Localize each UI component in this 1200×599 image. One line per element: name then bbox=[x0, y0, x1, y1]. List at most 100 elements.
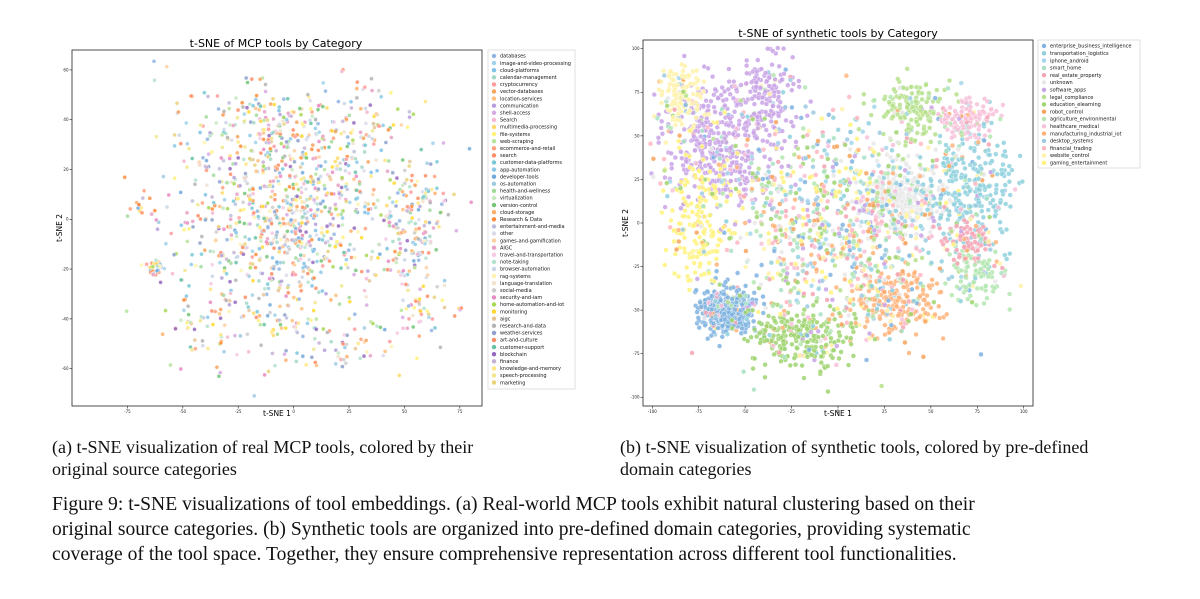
scatter-point bbox=[306, 257, 312, 262]
scatter-point bbox=[256, 296, 262, 301]
scatter-point bbox=[292, 159, 297, 164]
legend-swatch bbox=[491, 160, 497, 165]
scatter-point bbox=[958, 80, 964, 86]
scatter-point bbox=[926, 90, 932, 96]
scatter-point bbox=[940, 187, 946, 193]
scatter-point bbox=[679, 73, 685, 79]
scatter-point bbox=[770, 48, 776, 54]
scatter-point bbox=[682, 235, 688, 241]
scatter-point bbox=[182, 227, 187, 232]
scatter-point bbox=[235, 150, 240, 156]
scatter-point bbox=[257, 132, 263, 137]
scatter-point bbox=[982, 246, 988, 252]
scatter-point bbox=[161, 174, 166, 179]
scatter-point bbox=[252, 393, 257, 399]
scatter-point bbox=[141, 188, 147, 193]
scatter-point bbox=[756, 320, 762, 326]
scatter-point bbox=[289, 114, 294, 119]
scatter-point bbox=[266, 140, 272, 145]
scatter-point bbox=[903, 201, 909, 207]
scatter-point bbox=[420, 189, 425, 194]
scatter-point bbox=[394, 199, 399, 204]
scatter-point bbox=[1002, 182, 1008, 188]
scatter-point bbox=[699, 174, 705, 180]
scatter-point bbox=[833, 156, 839, 163]
scatter-point bbox=[779, 175, 785, 181]
scatter-point bbox=[274, 259, 280, 265]
scatter-point bbox=[659, 131, 665, 137]
scatter-point bbox=[913, 187, 919, 194]
scatter-point bbox=[324, 105, 330, 111]
scatter-point bbox=[838, 196, 844, 202]
scatter-point bbox=[729, 325, 735, 331]
scatter-point bbox=[422, 241, 428, 246]
legend-swatch bbox=[491, 139, 497, 144]
scatter-point bbox=[942, 280, 948, 287]
scatter-point bbox=[327, 243, 332, 248]
scatter-point bbox=[879, 179, 886, 185]
scatter-point bbox=[416, 207, 421, 212]
scatter-point bbox=[908, 136, 914, 142]
scatter-point bbox=[846, 312, 852, 318]
scatter-point bbox=[938, 214, 944, 221]
scatter-point bbox=[300, 161, 305, 166]
scatter-point bbox=[815, 328, 821, 334]
scatter-point bbox=[353, 209, 358, 214]
scatter-point bbox=[804, 339, 810, 345]
scatter-point bbox=[930, 224, 936, 230]
scatter-point bbox=[782, 104, 788, 110]
scatter-point bbox=[301, 261, 307, 266]
scatter-point bbox=[428, 200, 433, 205]
scatter-point bbox=[753, 228, 760, 234]
scatter-point bbox=[405, 288, 411, 293]
scatter-point bbox=[913, 235, 919, 241]
scatter-point bbox=[806, 347, 812, 353]
scatter-point bbox=[670, 98, 676, 105]
scatter-point bbox=[298, 185, 304, 190]
scatter-point bbox=[977, 111, 983, 117]
scatter-point bbox=[793, 324, 799, 330]
scatter-point bbox=[864, 318, 870, 324]
scatter-point bbox=[850, 302, 857, 308]
scatter-point bbox=[291, 110, 296, 115]
scatter-point bbox=[958, 233, 964, 239]
legend-label: research-and-data bbox=[500, 324, 546, 330]
scatter-point bbox=[185, 325, 191, 330]
scatter-point bbox=[247, 201, 252, 207]
scatter-point bbox=[362, 325, 367, 331]
scatter-point bbox=[192, 337, 197, 343]
scatter-point bbox=[269, 329, 274, 335]
scatter-point bbox=[323, 291, 329, 296]
scatter-point bbox=[727, 166, 733, 173]
scatter-point bbox=[718, 166, 724, 172]
scatter-point bbox=[224, 256, 229, 262]
scatter-point bbox=[172, 132, 177, 138]
scatter-point bbox=[691, 223, 697, 229]
scatter-point bbox=[338, 160, 343, 166]
scatter-point bbox=[986, 183, 992, 189]
scatter-point bbox=[352, 255, 358, 260]
scatter-points bbox=[122, 59, 474, 399]
scatter-point bbox=[985, 274, 991, 280]
scatter-point bbox=[345, 333, 350, 338]
scatter-point bbox=[274, 215, 280, 220]
scatter-point bbox=[421, 284, 426, 289]
scatter-point bbox=[899, 328, 905, 334]
scatter-point bbox=[390, 239, 396, 244]
scatter-point bbox=[726, 227, 732, 233]
scatter-point bbox=[829, 312, 836, 318]
scatter-point bbox=[704, 288, 710, 295]
scatter-point bbox=[721, 291, 727, 297]
scatter-point bbox=[242, 111, 247, 117]
scatter-point bbox=[853, 315, 859, 321]
scatter-point bbox=[228, 261, 234, 266]
scatter-point bbox=[820, 255, 826, 261]
legend-swatch bbox=[491, 174, 497, 179]
scatter-point bbox=[970, 165, 976, 171]
scatter-point bbox=[733, 126, 740, 132]
legend-label: ecommerce-and-retail bbox=[500, 146, 555, 152]
scatter-point bbox=[741, 369, 747, 375]
scatter-point bbox=[980, 214, 986, 220]
scatter-point bbox=[389, 135, 394, 140]
scatter-point bbox=[425, 272, 430, 278]
